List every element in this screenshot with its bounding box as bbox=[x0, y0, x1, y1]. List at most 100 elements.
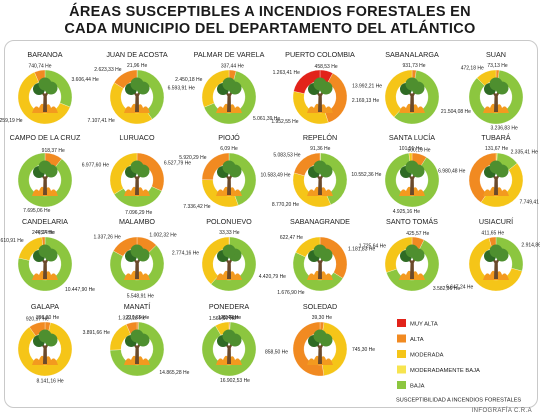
municipality-name-repelon: REPELÓN bbox=[303, 133, 337, 142]
santo-tomas-trunk-icon bbox=[407, 256, 417, 279]
legend-label-alta: ALTA bbox=[410, 337, 424, 343]
donut-polonuevo: POLONUEVO 33,33 He 4.420,79 He 2.774,16 He bbox=[172, 217, 286, 292]
municipality-name-tubara: TUBARÁ bbox=[481, 133, 510, 142]
slice-label-repelon: 91,36 He bbox=[310, 146, 331, 152]
slice-label-soledad: 858,50 He bbox=[265, 349, 288, 355]
slice-label-palmar-de-varela: 2.450,18 He bbox=[175, 77, 202, 83]
santo-tomas-foliage-icon bbox=[405, 244, 419, 258]
slice-label-palmar-de-varela: 337,44 He bbox=[221, 63, 244, 69]
legend-swatch-baja bbox=[397, 381, 406, 389]
municipality-name-juan-de-acosta: JUAN DE ACOSTA bbox=[106, 50, 168, 59]
slice-label-usiacuri: 411,65 He bbox=[481, 230, 504, 236]
puerto-colombia-foliage-icon bbox=[313, 77, 327, 91]
municipality-name-galapa: GALAPA bbox=[31, 302, 59, 311]
slice-label-puerto-colombia: 2.169,13 He bbox=[352, 98, 379, 104]
legend-title: SUSCEPTIBILIDAD A INCENDIOS FORESTALES bbox=[396, 398, 521, 404]
donut-ponedera: PONEDERA 135,49 He4,17 He 16.902,53 He 1.56… bbox=[201, 302, 257, 384]
legend-swatch-muy-alta bbox=[397, 319, 406, 327]
donut-malambo: MALAMBO 1.002,32 He 5.548,91 He 1.337,26 He bbox=[94, 217, 177, 300]
donut-sabanagrande: SABANAGRANDE 1.181,83 He 1.676,90 He 622,47… bbox=[277, 217, 375, 296]
slice-label-ponedera: 4,17 He bbox=[221, 315, 239, 321]
municipality-name-piojo: PIOJÓ bbox=[218, 133, 240, 142]
slice-label-santa-lucia: 4.925,16 He bbox=[393, 209, 420, 215]
slice-label-suan: 472,18 He bbox=[461, 65, 484, 71]
donut-slice-candelaria bbox=[17, 236, 73, 292]
slice-label-sabanalarga: 21.504,08 He bbox=[441, 109, 471, 115]
campo-de-la-cruz-trunk-icon bbox=[40, 172, 50, 195]
slice-label-suan: 73,13 He bbox=[487, 63, 508, 69]
donut-slice-sabanalarga bbox=[393, 70, 440, 125]
slice-label-tubara: 2.335,41 He bbox=[511, 150, 538, 156]
donut-slice-galapa bbox=[17, 322, 73, 377]
donut-puerto-colombia: PUERTO COLOMBIA 458,53 He 2.169,13 He 1.952… bbox=[271, 50, 379, 125]
repelon-foliage-icon bbox=[313, 160, 327, 174]
santa-lucia-trunk-icon bbox=[407, 172, 417, 195]
donut-slice-puerto-colombia bbox=[293, 69, 321, 94]
donut-soledad: SOLEDAD 39,30 He 745,30 He 858,50 He bbox=[265, 302, 375, 377]
candelaria-foliage-icon bbox=[38, 244, 52, 258]
slice-label-manati: 14.865,28 He bbox=[159, 370, 189, 376]
sabanagrande-foliage-icon bbox=[313, 244, 327, 258]
legend-swatch-moderada bbox=[397, 350, 406, 358]
slice-label-sabanagrande: 1.181,83 He bbox=[348, 247, 375, 253]
ponedera-trunk-icon bbox=[224, 341, 234, 364]
luruaco-foliage-icon bbox=[130, 160, 144, 174]
sabanalarga-trunk-icon bbox=[407, 89, 417, 112]
legend-swatch-alta bbox=[397, 334, 406, 343]
title-line-1: ÁREAS SUSCEPTIBLES A INCENDIOS FORESTALE… bbox=[69, 4, 471, 20]
juan-de-acosta-foliage-icon bbox=[130, 77, 144, 91]
slice-label-baranoa: 3.606,44 He bbox=[72, 77, 99, 83]
donut-slice-polonuevo bbox=[201, 236, 230, 285]
manati-foliage-icon bbox=[130, 329, 144, 343]
municipality-name-usiacuri: USIACURÍ bbox=[479, 217, 513, 226]
slice-label-luruaco: 7.096,29 He bbox=[125, 210, 152, 216]
sabanagrande-trunk-icon bbox=[315, 256, 325, 279]
slice-label-soledad: 39,30 He bbox=[312, 315, 333, 321]
municipality-name-manati: MANATÍ bbox=[124, 302, 151, 311]
slice-label-santo-tomas: 3.582,96 He bbox=[433, 286, 460, 292]
slice-label-sabanalarga: 931,73 He bbox=[402, 63, 425, 69]
baranoa-foliage-icon bbox=[38, 77, 52, 91]
legend-label-moderadamente-baja: MODERADAMENTE BAJA bbox=[410, 368, 480, 374]
candelaria-trunk-icon bbox=[40, 256, 50, 279]
donut-luruaco: LURUACO 6.527,79 He 7.096,29 He 6.977,60 He bbox=[82, 133, 192, 216]
donut-repelon: REPELÓN 91,36 He 10.552,36 He 8.770,20 He 5.… bbox=[272, 133, 382, 208]
donut-santa-lucia: SANTA LUCÍA 500,19 He 4.925,16 He 101,51 He bbox=[384, 133, 440, 215]
baranoa-trunk-icon bbox=[40, 89, 50, 112]
slice-label-sabanalarga: 13.992,21 He bbox=[352, 84, 382, 90]
chart-panel bbox=[4, 40, 538, 408]
palmar-de-varela-foliage-icon bbox=[222, 77, 236, 91]
soledad-trunk-icon bbox=[315, 341, 325, 364]
legend-label-moderada: MODERADA bbox=[410, 353, 444, 359]
donut-galapa: GALAPA 308,80 He 8.141,16 He 920,97 He bbox=[17, 302, 73, 384]
municipality-name-puerto-colombia: PUERTO COLOMBIA bbox=[285, 50, 355, 59]
legend: MUY ALTA ALTA MODERADA MODERADAMENTE BAJA BA… bbox=[396, 319, 521, 404]
municipality-name-sabanagrande: SABANAGRANDE bbox=[290, 217, 350, 226]
luruaco-trunk-icon bbox=[132, 172, 142, 195]
galapa-foliage-icon bbox=[38, 329, 52, 343]
donut-palmar-de-varela: PALMAR DE VARELA 337,44 He 5.061,39 He 2.45… bbox=[175, 50, 280, 125]
donut-piojo: PIOJÓ 6,09 He 10.583,49 He 7.336,42 He 5.920… bbox=[179, 133, 291, 210]
donut-campo-de-la-cruz: CAMPO DE LA CRUZ 918,37 He 7.695,06 He bbox=[10, 133, 81, 214]
slice-label-soledad: 745,30 He bbox=[352, 347, 375, 353]
donut-slice-polonuevo bbox=[210, 236, 257, 292]
slice-label-polonuevo: 33,33 He bbox=[219, 230, 240, 236]
donut-slice-piojo bbox=[201, 152, 230, 180]
slice-label-repelon: 8.770,20 He bbox=[272, 202, 299, 208]
puerto-colombia-trunk-icon bbox=[315, 89, 325, 112]
donut-slice-ponedera bbox=[201, 321, 257, 377]
donut-slice-manati bbox=[109, 321, 165, 377]
ponedera-foliage-icon bbox=[222, 329, 236, 343]
sabanalarga-foliage-icon bbox=[405, 77, 419, 91]
slice-label-sabanagrande: 1.676,90 He bbox=[277, 290, 304, 296]
donut-candelaria: CANDELARIA 4,57 He 10.447,90 He 2.610,91 He… bbox=[0, 217, 95, 293]
slice-label-ponedera: 1.565,97 He bbox=[209, 316, 236, 322]
slice-label-santa-lucia: 101,51 He bbox=[399, 146, 422, 152]
slice-label-tubara: 6.980,48 He bbox=[438, 169, 465, 175]
slice-label-puerto-colombia: 1.263,41 He bbox=[273, 70, 300, 76]
polonuevo-trunk-icon bbox=[224, 256, 234, 279]
slice-label-galapa: 920,97 He bbox=[26, 317, 49, 323]
slice-label-luruaco: 6.527,79 He bbox=[164, 161, 191, 167]
slice-label-usiacuri: 2.914,86 He bbox=[521, 243, 540, 249]
donut-manati: MANATÍ 210,69 He 14.865,28 He 3.891,66 He 1.… bbox=[83, 302, 190, 377]
